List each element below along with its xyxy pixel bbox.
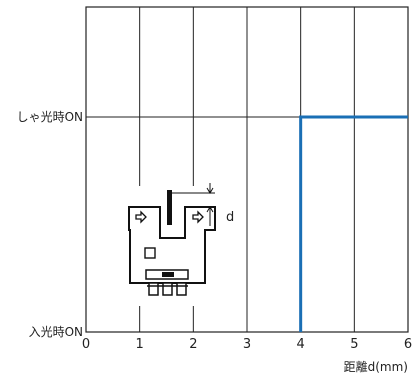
x-tick-label: 1 <box>136 337 144 352</box>
x-tick-label: 2 <box>189 337 197 352</box>
x-ticks: 0 1 2 3 4 5 6 <box>82 337 412 352</box>
series-group <box>299 115 408 332</box>
dimension-d-label: d <box>226 210 234 225</box>
series-line <box>299 115 408 332</box>
x-tick-label: 3 <box>243 337 251 352</box>
x-axis-label: 距離d(mm) <box>344 360 408 374</box>
x-tick-label: 0 <box>82 337 90 352</box>
sensor-diagram <box>126 183 218 306</box>
x-tick-label: 4 <box>297 337 305 352</box>
x-tick-label: 6 <box>404 337 412 352</box>
y-level-label: しゃ光時ON <box>17 110 83 124</box>
y-ticks: 入光時ON しゃ光時ON <box>17 110 83 339</box>
y-level-label: 入光時ON <box>29 325 83 339</box>
x-tick-label: 5 <box>350 337 358 352</box>
